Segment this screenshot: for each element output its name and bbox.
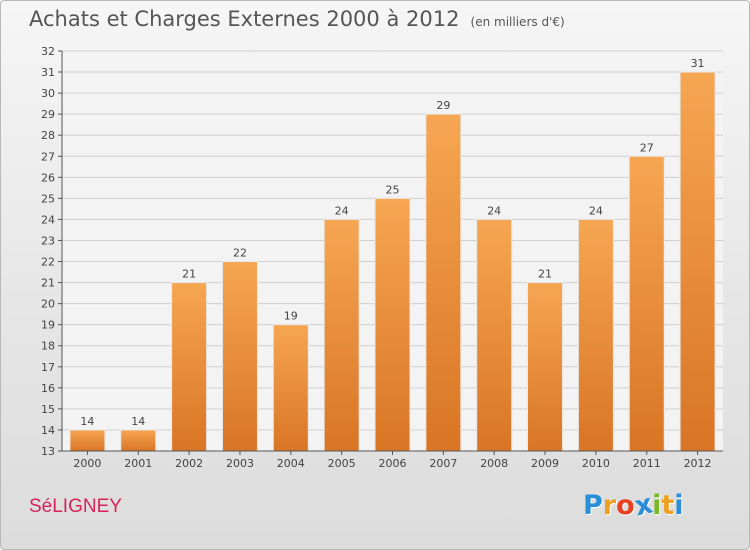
proxiti-logo: Proxiti (583, 489, 684, 523)
bar (628, 155, 665, 452)
bar (171, 282, 208, 452)
bar-value-label: 24 (487, 204, 501, 217)
bar (527, 282, 564, 452)
bar-value-label: 29 (436, 99, 450, 112)
bar (323, 218, 360, 452)
y-tick-label: 25 (41, 192, 55, 205)
y-tick-label: 26 (41, 171, 55, 184)
bar (425, 113, 462, 452)
y-tick-label: 19 (41, 319, 55, 332)
y-tick-label: 21 (41, 277, 55, 290)
bar-value-label: 27 (640, 141, 654, 154)
bar-value-label: 14 (131, 415, 145, 428)
x-tick-label: 2011 (633, 457, 661, 470)
x-tick-label: 2003 (226, 457, 254, 470)
y-tick-label: 13 (41, 445, 55, 458)
chart-title: Achats et Charges Externes 2000 à 2012 (29, 7, 460, 31)
x-tick-label: 2000 (73, 457, 101, 470)
axes (58, 50, 723, 455)
bars (69, 71, 716, 452)
y-tick-label: 22 (41, 256, 55, 269)
bar-value-label: 25 (386, 183, 400, 196)
y-tick-label: 31 (41, 66, 55, 79)
y-tick-label: 27 (41, 150, 55, 163)
x-tick-label: 2005 (328, 457, 356, 470)
x-tick-label: 2010 (582, 457, 610, 470)
bar-value-label: 14 (80, 415, 94, 428)
x-tick-label: 2008 (480, 457, 508, 470)
y-tick-label: 23 (41, 234, 55, 247)
y-tick-label: 18 (41, 340, 55, 353)
y-tick-label: 15 (41, 403, 55, 416)
y-tick-label: 14 (41, 424, 55, 437)
commune-name: SéLIGNEY (29, 496, 122, 517)
x-tick-label: 2009 (531, 457, 559, 470)
y-tick-label: 20 (41, 298, 55, 311)
bar (374, 197, 411, 452)
y-tick-label: 16 (41, 382, 55, 395)
bar (476, 218, 513, 452)
bar-value-label: 24 (335, 204, 349, 217)
logo-letter: r (602, 490, 617, 521)
bar-value-label: 24 (589, 204, 603, 217)
logo-letter: i (674, 490, 684, 521)
y-tick-label: 24 (41, 213, 55, 226)
chart-title-block: Achats et Charges Externes 2000 à 2012 (… (29, 7, 565, 31)
bar-value-label: 31 (691, 57, 705, 70)
logo-letter: o (616, 490, 635, 521)
x-tick-label: 2001 (124, 457, 152, 470)
x-tick-label: 2007 (429, 457, 457, 470)
bar-value-label: 22 (233, 247, 247, 260)
logo-letter: t (661, 490, 675, 521)
bar (221, 261, 258, 452)
y-tick-label: 29 (41, 108, 55, 121)
x-tick-label: 2012 (684, 457, 712, 470)
x-tick-label: 2004 (277, 457, 305, 470)
logo-letter: P (583, 490, 603, 521)
chart-unit: (en milliers d'€) (470, 15, 565, 29)
bar (69, 429, 106, 452)
y-tick-label: 17 (41, 361, 55, 374)
bar (577, 218, 614, 452)
y-tick-label: 32 (41, 45, 55, 58)
x-tick-label: 2002 (175, 457, 203, 470)
x-tick-label: 2006 (379, 457, 407, 470)
y-tick-label: 28 (41, 129, 55, 142)
bar (120, 429, 157, 452)
y-tick-label: 30 (41, 87, 55, 100)
bar-value-label: 21 (538, 268, 552, 281)
bar (272, 324, 309, 452)
bar-value-label: 19 (284, 310, 298, 323)
labels: 13 14 15 16 17 18 19 20 21 22 23 24 25 26 27 28 29 30 31 32… (41, 45, 712, 470)
bar (679, 71, 716, 452)
bar-value-label: 21 (182, 268, 196, 281)
logo-letter: i (652, 490, 662, 521)
